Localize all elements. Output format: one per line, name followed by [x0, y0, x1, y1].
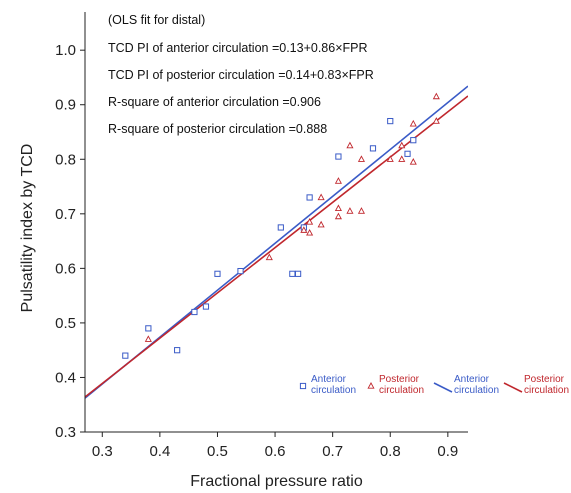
annotation-block: (OLS fit for distal) TCD PI of anterior c…	[108, 13, 374, 136]
data-point-posterior	[346, 207, 354, 214]
data-point-posterior	[317, 220, 325, 228]
x-tick-label: 0.6	[265, 443, 286, 460]
y-axis-title: Pulsatility index by TCD	[19, 144, 36, 313]
data-point-anterior	[174, 347, 181, 354]
data-point-posterior	[432, 92, 440, 100]
data-point-posterior	[409, 119, 417, 127]
data-point-anterior	[369, 145, 377, 152]
annotation-line: TCD PI of posterior circulation =0.14+0.…	[108, 68, 374, 82]
data-point-posterior	[144, 335, 152, 342]
axes: 0.3 0.4 0.5 0.6 0.7 0.8 0.9 0.3 0.4 0.5 0.6 0.7 0.8 0…	[55, 12, 468, 460]
data-point-posterior	[306, 228, 314, 236]
data-point-anterior	[306, 194, 313, 201]
data-point-posterior	[398, 155, 406, 162]
x-tick-label: 0.3	[92, 443, 113, 460]
legend-marker-triangle	[367, 382, 375, 389]
data-point-posterior	[357, 155, 366, 162]
data-point-anterior	[404, 150, 411, 157]
legend-label: Posterior	[379, 374, 420, 385]
plot-marks	[85, 85, 468, 399]
legend-line	[503, 382, 523, 393]
data-point-posterior	[334, 212, 342, 220]
legend-label: Anterior	[454, 374, 490, 385]
legend: AnteriorcirculationPosteriorcirculationA…	[299, 374, 569, 396]
annotation-line: TCD PI of anterior circulation =0.13+0.8…	[108, 41, 368, 55]
data-point-posterior	[398, 141, 406, 149]
data-point-anterior	[214, 270, 221, 277]
data-point-anterior	[202, 303, 210, 310]
y-tick-label: 0.5	[55, 315, 76, 332]
x-tick-label: 0.4	[149, 443, 170, 460]
x-tick-label: 0.8	[380, 443, 401, 460]
annotation-line: (OLS fit for distal)	[108, 13, 205, 27]
legend-label: Posterior	[524, 374, 565, 385]
data-point-posterior	[265, 253, 273, 261]
y-tick-label: 0.7	[55, 206, 76, 223]
data-point-posterior	[346, 141, 354, 149]
data-point-anterior	[122, 352, 129, 359]
data-point-anterior	[410, 137, 417, 144]
y-tick-label: 0.8	[55, 151, 76, 168]
x-tick-label: 0.9	[437, 443, 458, 460]
data-point-posterior	[432, 117, 440, 124]
y-tick-label: 0.4	[55, 369, 76, 386]
legend-label: circulation	[379, 385, 424, 396]
y-tick-label: 0.6	[55, 260, 76, 277]
data-point-anterior	[335, 153, 342, 160]
legend-label: circulation	[311, 385, 356, 396]
data-point-posterior	[334, 204, 342, 212]
annotation-line: R-square of posterior circulation =0.888	[108, 122, 327, 136]
data-point-posterior	[357, 207, 366, 214]
legend-label: Anterior	[311, 374, 347, 385]
y-tick-label: 0.3	[55, 424, 76, 441]
legend-line	[433, 382, 453, 393]
x-tick-label: 0.5	[207, 443, 228, 460]
data-point-posterior	[386, 155, 394, 162]
data-point-anterior	[387, 117, 394, 125]
legend-marker-square	[299, 382, 307, 390]
x-axis-title: Fractional pressure ratio	[190, 473, 363, 490]
data-point-posterior	[409, 158, 417, 165]
data-point-anterior	[294, 270, 302, 277]
data-point-anterior	[191, 308, 198, 316]
data-point-posterior	[306, 218, 314, 225]
data-point-posterior	[317, 193, 325, 201]
data-point-anterior	[237, 267, 244, 275]
data-point-anterior	[277, 224, 284, 231]
data-point-posterior	[334, 177, 342, 184]
y-tick-label: 1.0	[55, 42, 76, 59]
x-tick-label: 0.7	[322, 443, 343, 460]
legend-label: circulation	[524, 385, 569, 396]
data-point-anterior	[289, 270, 296, 277]
data-point-anterior	[145, 325, 152, 332]
y-tick-label: 0.9	[55, 97, 76, 114]
data-point-posterior	[300, 226, 308, 233]
legend-label: circulation	[454, 385, 499, 396]
annotation-line: R-square of anterior circulation =0.906	[108, 95, 321, 109]
